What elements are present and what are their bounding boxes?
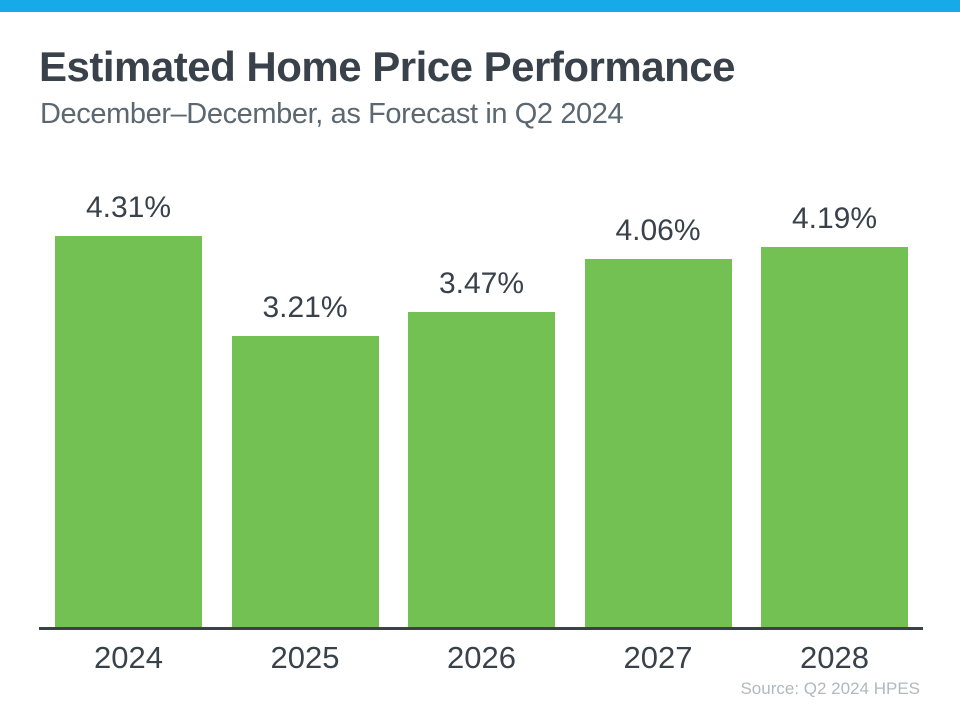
x-axis-label: 2028: [800, 640, 869, 675]
x-axis-labels: 2024 2025 2026 2027 2028: [39, 639, 923, 681]
source-note: Source: Q2 2024 HPES: [740, 679, 920, 698]
x-axis-label: 2026: [447, 640, 516, 675]
bar-value-label: 4.19%: [791, 202, 878, 236]
page-subtitle: December–December, as Forecast in Q2 202…: [40, 98, 624, 130]
x-axis-label: 2024: [94, 640, 163, 675]
bar: [408, 312, 555, 627]
bar: [584, 258, 732, 627]
bar-value-label: 4.31%: [85, 191, 172, 225]
bar: [231, 336, 379, 627]
page-title: Estimated Home Price Performance: [39, 43, 735, 90]
x-axis-label: 2025: [270, 640, 340, 675]
bar: [55, 236, 202, 627]
bar-value-label: 3.21%: [262, 291, 348, 324]
x-axis-label: 2027: [623, 640, 693, 675]
bar-value-label: 4.06%: [615, 213, 701, 247]
bar-chart: 4.31% 3.21% 3.47% 4.06% 4.19%: [39, 193, 923, 630]
bar: [761, 247, 908, 627]
top-accent-bar: [0, 0, 960, 12]
bar-value-label: 3.47%: [438, 267, 525, 301]
